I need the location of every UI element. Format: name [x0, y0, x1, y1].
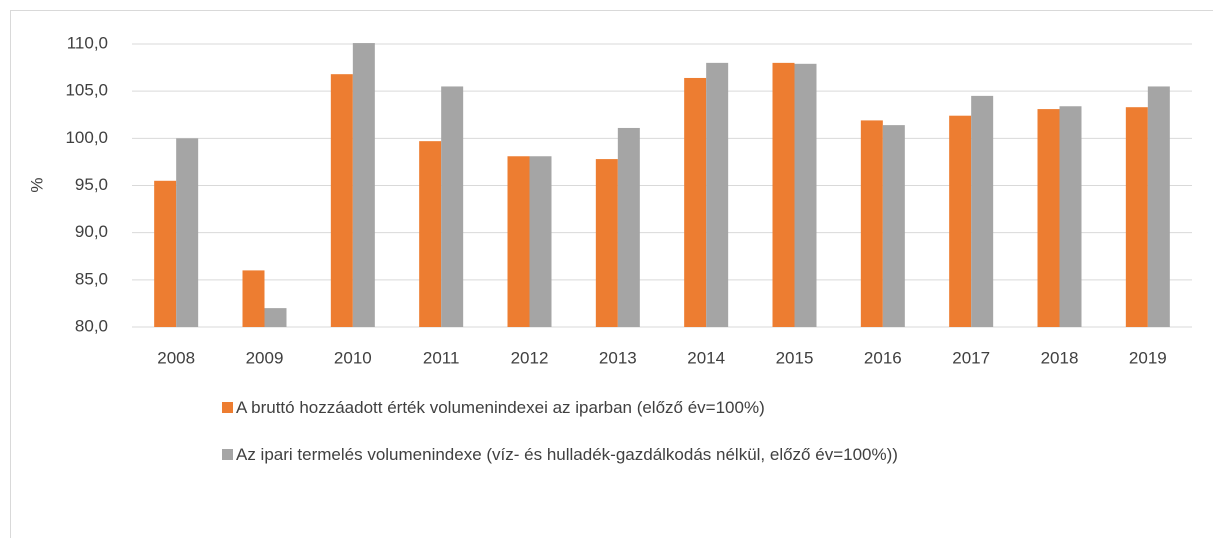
y-tick-label: 100,0	[65, 128, 108, 147]
x-tick-label: 2011	[423, 348, 460, 367]
x-tick-label: 2015	[776, 348, 814, 367]
x-tick-label: 2009	[246, 348, 284, 367]
x-tick-label: 2019	[1129, 348, 1167, 367]
x-tick-label: 2012	[511, 348, 549, 367]
y-axis-label: %	[27, 177, 46, 192]
bar	[860, 120, 883, 327]
bar	[595, 159, 618, 327]
bar	[971, 95, 994, 327]
bar	[419, 141, 442, 327]
y-tick-label: 95,0	[75, 175, 108, 194]
bar	[1147, 86, 1170, 327]
bar	[882, 125, 905, 327]
y-tick-label: 110,0	[67, 33, 108, 52]
bar	[949, 115, 972, 328]
legend-item: A bruttó hozzáadott érték volumenindexei…	[222, 395, 1042, 420]
x-tick-label: 2016	[864, 348, 902, 367]
bar	[684, 77, 707, 328]
x-tick-label: 2010	[334, 348, 372, 367]
legend-item: Az ipari termelés volumenindexe (víz- és…	[222, 442, 1042, 467]
chart-border	[10, 10, 1213, 538]
bar	[441, 86, 464, 327]
x-tick-label: 2008	[157, 348, 195, 367]
bar	[772, 62, 795, 327]
legend-label: Az ipari termelés volumenindexe (víz- és…	[236, 445, 898, 464]
legend-label: A bruttó hozzáadott érték volumenindexei…	[236, 398, 765, 417]
bar	[529, 156, 552, 327]
legend-swatch	[222, 402, 233, 413]
bar	[507, 156, 530, 327]
bar	[154, 180, 177, 327]
x-tick-label: 2014	[687, 348, 725, 367]
x-tick-label: 2018	[1041, 348, 1079, 367]
bar	[242, 270, 265, 327]
x-tick-label: 2013	[599, 348, 637, 367]
bar	[352, 43, 375, 327]
y-tick-label: 85,0	[75, 269, 108, 288]
bar	[1059, 106, 1082, 327]
x-tick-label: 2017	[952, 348, 990, 367]
y-tick-label: 80,0	[75, 316, 108, 335]
legend-swatch	[222, 449, 233, 460]
bar	[264, 308, 287, 327]
bar	[1125, 107, 1148, 327]
bar	[330, 74, 353, 327]
y-tick-label: 105,0	[65, 81, 108, 100]
bar	[617, 127, 640, 327]
y-tick-label: 90,0	[75, 222, 108, 241]
bar	[794, 63, 817, 328]
bar	[176, 138, 199, 327]
legend: A bruttó hozzáadott érték volumenindexei…	[222, 395, 1042, 489]
bar	[706, 62, 729, 327]
bar	[1037, 109, 1060, 327]
